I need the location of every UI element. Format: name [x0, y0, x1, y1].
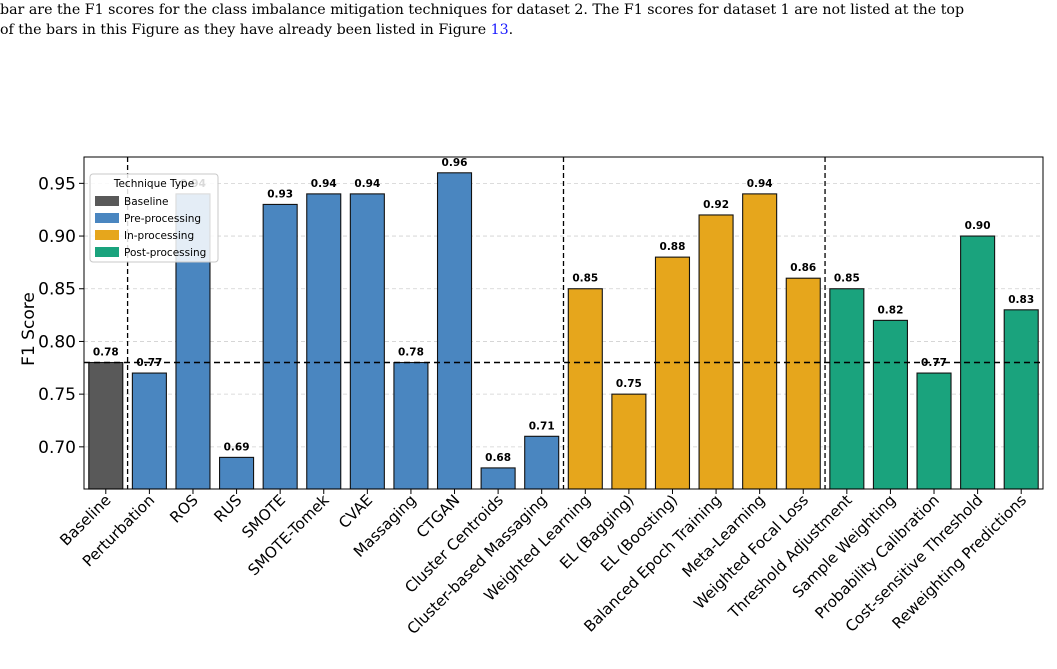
- value-label-reweighting-predictions: 0.83: [1008, 294, 1034, 306]
- y-tick-label-0.80: 0.80: [38, 332, 76, 352]
- bar-perturbation: [131, 372, 167, 490]
- legend-label-in-processing: In-processing: [124, 230, 194, 242]
- bar-cluster-based-massaging: [524, 435, 560, 490]
- caption-line-2-text: of the bars in this Figure as they have …: [0, 22, 491, 38]
- value-label-cvae: 0.94: [354, 178, 380, 190]
- bar-rus: [219, 456, 255, 490]
- figure-caption: bar are the F1 scores for the class imba…: [0, 0, 1055, 40]
- y-tick-label-0.95: 0.95: [38, 174, 76, 194]
- value-label-massaging: 0.78: [398, 347, 424, 359]
- legend-title: Technique Type: [113, 178, 194, 190]
- bar-threshold-adjustment: [829, 288, 865, 490]
- bar-el-bagging: [611, 393, 647, 490]
- value-label-smote-tomek: 0.94: [311, 178, 337, 190]
- bars: [88, 172, 1039, 490]
- bar-massaging: [393, 361, 429, 490]
- bar-weighted-focal-loss: [785, 277, 821, 490]
- value-label-sample-weighting: 0.82: [877, 304, 903, 316]
- value-label-cost-sensitive-threshold: 0.90: [965, 220, 991, 232]
- bar-probability-calibration: [916, 372, 952, 490]
- bar-meta-learning: [742, 193, 778, 490]
- bar-cvae: [349, 193, 385, 490]
- y-tick-label-0.75: 0.75: [38, 385, 76, 405]
- value-label-cluster-centroids: 0.68: [485, 452, 511, 464]
- value-label-weighted-focal-loss: 0.86: [790, 262, 816, 274]
- legend-swatch-post-processing: [95, 247, 119, 257]
- bar-cluster-centroids: [480, 467, 516, 490]
- group-separators: [126, 157, 826, 489]
- y-tick-label-0.85: 0.85: [38, 280, 76, 300]
- plot-frame: [83, 156, 1044, 490]
- value-label-cluster-based-massaging: 0.71: [529, 420, 555, 432]
- value-label-probability-calibration: 0.77: [921, 357, 947, 369]
- bar-reweighting-predictions: [1003, 309, 1039, 490]
- y-tick-labels: 0.70 0.75 0.80 0.85 0.90 0.95: [38, 174, 76, 457]
- legend-swatch-baseline: [95, 196, 119, 206]
- legend-label-baseline: Baseline: [124, 196, 169, 208]
- legend: Technique Type Baseline Pre-processing In-p…: [89, 173, 219, 263]
- value-label-balanced-epoch-training: 0.92: [703, 199, 729, 211]
- legend-label-post-processing: Post-processing: [124, 247, 206, 259]
- value-label-baseline: 0.78: [93, 347, 119, 359]
- x-tick-label-ros: ROS: [166, 491, 201, 526]
- caption-line-2: of the bars in this Figure as they have …: [0, 20, 1055, 40]
- value-label-threshold-adjustment: 0.85: [834, 273, 860, 285]
- value-label-ctgan: 0.96: [442, 157, 468, 169]
- value-label-smote: 0.93: [267, 188, 293, 200]
- value-label-el-bagging: 0.75: [616, 378, 642, 390]
- legend-box: [89, 173, 219, 263]
- bar-ctgan: [436, 172, 473, 490]
- y-tick-label-0.90: 0.90: [38, 227, 76, 247]
- x-tick-label-rus: RUS: [211, 491, 246, 526]
- figure-reference-link[interactable]: 13: [490, 22, 509, 38]
- bar-sample-weighting: [872, 319, 908, 490]
- value-label-weighted-learning: 0.85: [572, 273, 598, 285]
- y-tick-label-0.70: 0.70: [38, 438, 76, 458]
- bar-weighted-learning: [567, 288, 603, 490]
- bar-smote-tomek: [306, 193, 342, 490]
- bar-balanced-epoch-training: [698, 214, 734, 490]
- bar-baseline: [88, 361, 124, 490]
- bar-smote: [262, 203, 298, 490]
- value-labels: 0.78 0.77 0.94 0.69 0.93 0.94 0.94 0.78 0.96 0.68…: [93, 157, 1034, 464]
- legend-swatch-in-processing: [95, 230, 119, 240]
- value-label-perturbation: 0.77: [136, 357, 162, 369]
- value-label-meta-learning: 0.94: [747, 178, 773, 190]
- x-tick-label-cvae: CVAE: [335, 491, 376, 532]
- axes: [79, 156, 1044, 494]
- value-label-rus: 0.69: [224, 441, 250, 453]
- value-label-el-boosting: 0.88: [660, 241, 686, 253]
- caption-line-1: bar are the F1 scores for the class imba…: [0, 2, 965, 18]
- y-axis-title: F1 Score: [19, 292, 39, 366]
- legend-label-pre-processing: Pre-processing: [124, 213, 201, 225]
- caption-line-2-end: .: [508, 22, 514, 38]
- legend-swatch-pre-processing: [95, 213, 119, 223]
- bar-el-boosting: [654, 256, 691, 490]
